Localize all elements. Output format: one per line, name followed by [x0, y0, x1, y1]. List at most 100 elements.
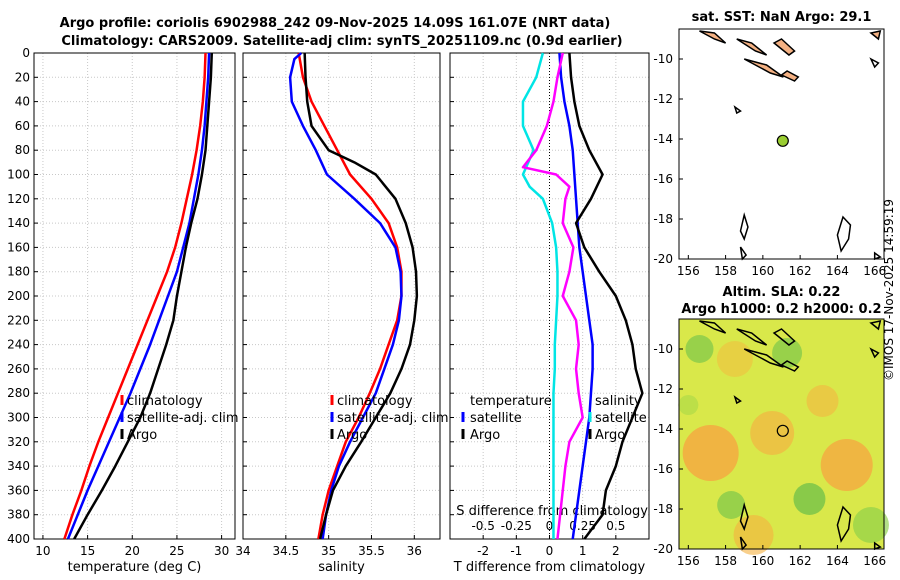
sst_map-island [780, 70, 800, 82]
temperature-ytick-label: 220 [7, 313, 30, 327]
difference-xtick-label: 1 [579, 544, 587, 558]
sst_map-island [869, 30, 882, 41]
sla_map-xtick-label: 158 [714, 554, 737, 568]
sst_map-reef-outline [836, 215, 852, 253]
difference-series-argo [568, 52, 644, 540]
difference-legend-right-label: salinity [595, 394, 642, 409]
sla-anomaly-blob [820, 439, 873, 491]
difference-legend-right-label: satellite [595, 411, 647, 426]
salinity-legend-label: Argo [337, 428, 367, 443]
sla-map-title-line1: Altim. SLA: 0.22 [723, 285, 841, 300]
sst_map-island [736, 38, 768, 56]
sla-anomaly-blob [750, 411, 795, 455]
sla_map-island [743, 348, 784, 368]
figure-title-line1: Argo profile: coriolis 6902988_242 09-No… [60, 16, 611, 31]
sla_map-argo-marker [776, 424, 789, 437]
temperature-xtick-label: 15 [80, 544, 95, 558]
temperature-ytick-label: 200 [7, 289, 30, 303]
sla_map-reef-outline [739, 536, 748, 551]
difference-series-satellite [558, 52, 594, 540]
temperature-ytick-label: 240 [7, 338, 30, 352]
sla_map-xtick-label: 160 [751, 554, 774, 568]
sla-anomaly-blob [852, 507, 889, 543]
sst_map-reef-outline [733, 105, 742, 115]
sst_map-xtick-label: 156 [677, 264, 700, 278]
temperature-ytick-label: 180 [7, 265, 30, 279]
temperature-xlabel: temperature (deg C) [68, 560, 202, 575]
temperature-ytick-label: 340 [7, 459, 30, 473]
temperature-ytick-label: 380 [7, 508, 30, 522]
sla_map-reef-outline [836, 505, 852, 543]
sla_map-ytick-label: -16 [653, 462, 673, 476]
sla_map-xtick-label: 164 [826, 554, 849, 568]
temperature-ytick-label: 60 [15, 119, 30, 133]
salinity-xtick-label: 35.5 [358, 544, 385, 558]
sla_map-reef-outline [733, 395, 742, 405]
temperature-xtick-label: 20 [125, 544, 140, 558]
temperature-ytick-label: 120 [7, 192, 30, 206]
difference-xtick-label: 2 [612, 544, 620, 558]
sst_map-ytick-label: -10 [653, 52, 673, 66]
temperature-ytick-label: 140 [7, 216, 30, 230]
sla-anomaly-blob [793, 483, 826, 515]
sla_map-island [780, 360, 800, 372]
difference-x2tick-label: 0.5 [606, 519, 625, 533]
sst_map-island [699, 30, 727, 44]
sla_map-ytick-label: -12 [653, 382, 673, 396]
temperature-series-argo [73, 52, 214, 540]
sla_map-xtick-label: 166 [863, 554, 886, 568]
sst-map-title: sat. SST: NaN Argo: 29.1 [692, 10, 872, 25]
sla-anomaly-blob [678, 395, 699, 415]
temperature-ytick-label: 40 [15, 95, 30, 109]
sla-anomaly-blob [717, 491, 746, 519]
temperature-ytick-label: 0 [22, 46, 30, 60]
sst_map-argo-marker [776, 134, 789, 147]
salinity-frame [242, 52, 441, 540]
difference-xlabel: T difference from climatology [453, 560, 646, 575]
temperature-ytick-label: 80 [15, 143, 30, 157]
sla-anomaly-blob [733, 515, 774, 555]
credit-text: ©IMOS 17-Nov-2025 14:59:19 [882, 199, 896, 381]
sla_map-reef-outline [869, 347, 880, 359]
salinity-legend-label: climatology [337, 394, 413, 409]
salinity-panel: 34 34.5 35 35.5 36 salinity climatology satelli… [235, 52, 449, 575]
sst_map-frame [678, 28, 885, 260]
sla_map-island [772, 328, 796, 346]
sst_map-ytick-label: -12 [653, 92, 673, 106]
salinity-xlabel: salinity [318, 560, 365, 575]
difference-x2tick-label: -0.25 [501, 519, 532, 533]
sla-anomaly-blob [772, 338, 803, 368]
temperature-ytick-label: 320 [7, 435, 30, 449]
difference-series-t_diff [521, 52, 559, 539]
sst_map-reef-outline [869, 57, 880, 69]
temperature-xtick-label: 30 [214, 544, 229, 558]
salinity-xtick-label: 34 [235, 544, 250, 558]
temperature-ytick-label: 400 [7, 532, 30, 546]
sst_map-ytick-label: -18 [653, 212, 673, 226]
sla_map-island [699, 320, 727, 334]
sla_map-ytick-label: -14 [653, 422, 673, 436]
salinity-xtick-label: 34.5 [272, 544, 299, 558]
sla-anomaly-blob [806, 385, 839, 417]
temperature-ytick-label: 20 [15, 70, 30, 84]
difference-xtick-label: 0 [546, 544, 554, 558]
sla_map-panel: 156 158 160 162 164 166 -10 -12 -14 -16 -18 -20 Alti… [653, 285, 889, 568]
salinity-series-satellite [288, 52, 403, 540]
sst_map-reef-outline [739, 212, 749, 242]
salinity-legend-label: satellite-adj. clim [337, 411, 449, 426]
temperature-ytick-label: 360 [7, 483, 30, 497]
sla_map-xtick-label: 162 [789, 554, 812, 568]
sla-anomaly-blob [685, 335, 714, 363]
salinity-xtick-label: 35 [321, 544, 336, 558]
sla_map-island [736, 328, 768, 346]
difference-xtick-label: -2 [477, 544, 489, 558]
sst_map-xtick-label: 166 [863, 264, 886, 278]
temperature-ytick-label: 280 [7, 386, 30, 400]
difference-series-s_diff [521, 52, 584, 540]
sst_map-xtick-label: 158 [714, 264, 737, 278]
temperature-series-climatology [63, 52, 207, 540]
difference-legend-right-label: Argo [595, 428, 625, 443]
difference-legend-left-label: satellite [470, 411, 522, 426]
difference-panel: -2 -1 0 1 2-0.5 -0.25 0 0.25 0.5S difference fro… [449, 52, 650, 575]
temperature-ytick-label: 160 [7, 240, 30, 254]
